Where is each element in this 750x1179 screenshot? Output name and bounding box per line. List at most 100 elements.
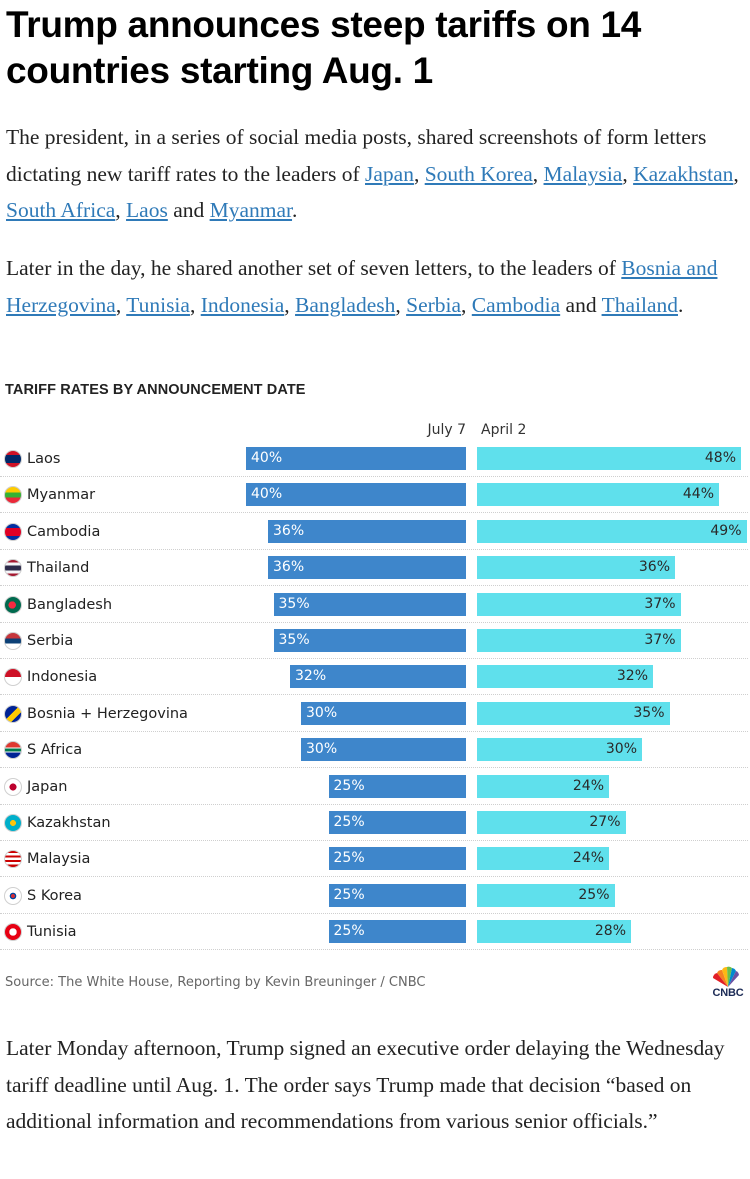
paragraph-1-lead: The president, in a series of social med… bbox=[6, 125, 707, 186]
bar-july-thailand bbox=[268, 556, 466, 580]
row-divider bbox=[0, 803, 748, 805]
value-july-bangladesh: 35% bbox=[278, 595, 310, 612]
value-april-tunisia: 28% bbox=[594, 923, 626, 940]
row-divider bbox=[0, 949, 748, 951]
country-label-indonesia: Indonesia bbox=[27, 669, 98, 686]
flag-s-korea-icon bbox=[4, 886, 22, 905]
link-south-korea[interactable]: South Korea bbox=[424, 161, 533, 186]
row-divider bbox=[0, 585, 748, 587]
flag-serbia-icon bbox=[4, 632, 22, 650]
country-label-s-korea: S Korea bbox=[27, 887, 82, 904]
link-indonesia[interactable]: Indonesia bbox=[200, 292, 285, 317]
country-label-laos: Laos bbox=[27, 451, 61, 467]
country-label-kazakhstan: Kazakhstan bbox=[27, 815, 111, 831]
value-july-indonesia: 32% bbox=[295, 668, 327, 685]
row-divider bbox=[0, 767, 748, 769]
row-divider bbox=[0, 730, 748, 732]
value-april-s-korea: 25% bbox=[578, 886, 610, 903]
value-april-japan: 24% bbox=[572, 777, 604, 794]
paragraph-1: The president, in a series of social med… bbox=[6, 119, 746, 229]
bar-april-tunisia bbox=[477, 920, 631, 944]
value-july-myanmar: 40% bbox=[251, 486, 283, 503]
row-divider bbox=[0, 512, 748, 514]
row-divider bbox=[0, 912, 748, 914]
value-july-s-africa: 30% bbox=[306, 741, 338, 758]
bar-july-kazakhstan bbox=[328, 811, 466, 834]
link-thailand[interactable]: Thailand bbox=[601, 292, 678, 317]
paragraph-2-lead: Later in the day, he shared another set … bbox=[6, 256, 622, 280]
row-divider bbox=[0, 548, 748, 550]
value-april-malaysia: 24% bbox=[572, 850, 604, 867]
link-separator: , bbox=[532, 161, 544, 186]
link-bangladesh[interactable]: Bangladesh bbox=[295, 292, 396, 317]
bar-april-s-africa bbox=[477, 738, 642, 762]
link-separator: , bbox=[115, 292, 127, 317]
bar-april-kazakhstan bbox=[477, 811, 626, 834]
bar-july-japan bbox=[328, 774, 466, 798]
link-laos[interactable]: Laos bbox=[126, 198, 168, 222]
bar-july-serbia bbox=[273, 629, 466, 652]
bar-july-bosnia-herzegovina bbox=[301, 701, 466, 725]
link-myanmar[interactable]: Myanmar bbox=[209, 198, 293, 222]
bar-april-japan bbox=[477, 774, 609, 798]
value-april-bosnia-herzegovina: 35% bbox=[633, 704, 665, 721]
link-separator: . bbox=[292, 198, 298, 222]
flag-cambodia-icon bbox=[4, 522, 22, 541]
value-july-serbia: 35% bbox=[278, 632, 310, 648]
row-divider bbox=[0, 658, 748, 659]
link-serbia[interactable]: Serbia bbox=[406, 292, 462, 317]
peacock-icon bbox=[712, 966, 739, 987]
link-separator: and bbox=[167, 198, 210, 222]
value-july-malaysia: 25% bbox=[333, 850, 365, 867]
flag-japan-icon bbox=[4, 777, 22, 796]
link-south-africa[interactable]: South Africa bbox=[6, 198, 116, 222]
country-label-japan: Japan bbox=[27, 778, 68, 795]
link-kazakhstan[interactable]: Kazakhstan bbox=[633, 161, 734, 186]
headline: Trump announces steep tariffs on 14 coun… bbox=[6, 4, 642, 91]
bar-april-s-korea bbox=[477, 883, 615, 907]
chart-title: TARIFF RATES BY ANNOUNCEMENT DATE bbox=[5, 382, 306, 398]
bar-april-laos bbox=[477, 447, 741, 470]
value-april-myanmar: 44% bbox=[682, 486, 714, 503]
link-bosnia-and-herzegovina[interactable]: Bosnia and Herzegovina bbox=[6, 256, 718, 317]
value-april-cambodia: 49% bbox=[710, 522, 742, 539]
paragraph-2: Later in the day, he shared another set … bbox=[6, 250, 746, 323]
country-label-tunisia: Tunisia bbox=[27, 924, 77, 941]
bar-july-s-korea bbox=[328, 883, 466, 907]
value-april-serbia: 37% bbox=[644, 632, 676, 648]
country-label-bangladesh: Bangladesh bbox=[27, 596, 113, 613]
bar-april-myanmar bbox=[477, 483, 719, 507]
bar-july-s-africa bbox=[301, 738, 466, 762]
value-july-cambodia: 36% bbox=[273, 522, 305, 539]
link-malaysia[interactable]: Malaysia bbox=[543, 161, 623, 186]
country-label-cambodia: Cambodia bbox=[27, 523, 101, 540]
bar-july-malaysia bbox=[328, 847, 466, 871]
link-japan[interactable]: Japan bbox=[365, 161, 414, 186]
link-separator: , bbox=[115, 198, 127, 222]
value-april-kazakhstan: 27% bbox=[589, 814, 621, 830]
value-april-bangladesh: 37% bbox=[644, 595, 676, 612]
bar-april-thailand bbox=[477, 556, 675, 580]
flag-tunisia-icon bbox=[4, 923, 22, 942]
country-label-bosnia-herzegovina: Bosnia + Herzegovina bbox=[27, 705, 188, 722]
cnbc-logo: CNBC bbox=[707, 965, 749, 999]
row-divider bbox=[0, 621, 748, 623]
link-separator: , bbox=[413, 161, 425, 186]
flag-bangladesh-icon bbox=[4, 595, 22, 614]
value-july-kazakhstan: 25% bbox=[333, 814, 365, 830]
row-divider bbox=[0, 476, 748, 477]
cnbc-logo-text: CNBC bbox=[712, 987, 744, 999]
bar-april-indonesia bbox=[477, 665, 653, 689]
flag-thailand-icon bbox=[4, 559, 22, 578]
chart-source: Source: The White House, Reporting by Ke… bbox=[5, 975, 426, 990]
value-july-tunisia: 25% bbox=[333, 923, 365, 940]
link-cambodia[interactable]: Cambodia bbox=[471, 292, 561, 317]
link-tunisia[interactable]: Tunisia bbox=[126, 292, 190, 317]
flag-bosnia-herzegovina-icon bbox=[4, 704, 22, 723]
value-april-s-africa: 30% bbox=[605, 741, 637, 758]
bar-april-malaysia bbox=[477, 847, 609, 871]
bar-july-bangladesh bbox=[273, 592, 466, 616]
bar-july-indonesia bbox=[290, 665, 466, 689]
link-separator: , bbox=[189, 292, 201, 317]
link-separator: and bbox=[560, 292, 602, 317]
